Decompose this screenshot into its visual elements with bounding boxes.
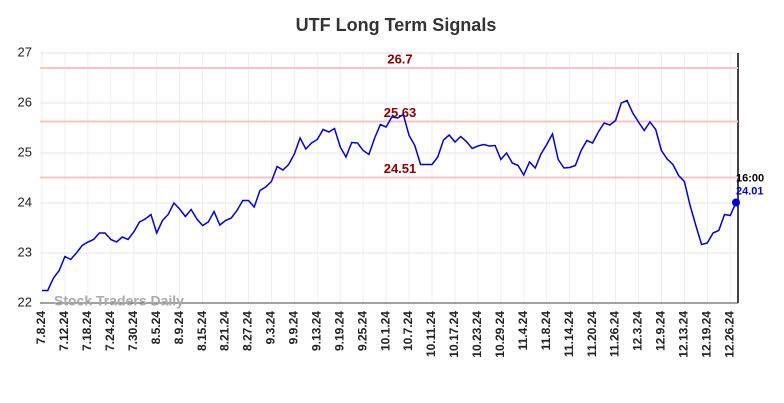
x-tick-label: 8.21.24 [218,311,232,351]
x-tick-label: 12.3.24 [631,311,645,351]
x-tick-label: 11.14.24 [562,311,576,357]
x-tick-label: 12.9.24 [654,311,668,351]
x-tick-label: 8.9.24 [172,311,186,345]
x-tick-label: 10.7.24 [401,311,415,351]
x-tick-label: 8.27.24 [241,311,255,351]
x-tick-label: 12.19.24 [699,311,713,358]
x-tick-label: 11.26.24 [608,311,622,357]
x-tick-label: 12.13.24 [677,311,691,358]
y-tick-label: 27 [18,44,32,59]
x-tick-label: 12.26.24 [722,311,736,358]
signal-label: 24.51 [384,161,417,176]
y-tick-label: 26 [18,94,32,109]
y-tick-label: 24 [18,194,32,209]
x-tick-label: 9.19.24 [332,311,346,351]
x-tick-label: 9.9.24 [287,311,301,345]
y-tick-label: 25 [18,144,32,159]
x-tick-label: 11.20.24 [585,311,599,357]
x-tick-label: 7.24.24 [103,311,117,351]
chart-title: UTF Long Term Signals [296,15,497,35]
y-tick-label: 23 [18,244,32,259]
x-tick-label: 10.29.24 [493,311,507,358]
x-tick-label: 7.8.24 [34,311,48,345]
x-tick-label: 8.15.24 [195,311,209,351]
x-tick-label: 10.1.24 [378,311,392,351]
x-tick-label: 8.5.24 [149,311,163,345]
signal-label: 26.7 [387,51,412,66]
last-point [732,198,740,207]
x-tick-label: 7.18.24 [80,311,94,351]
x-tick-label: 9.25.24 [355,311,369,351]
x-tick-label: 9.13.24 [309,311,323,351]
x-tick-label: 10.11.24 [424,311,438,357]
x-tick-label: 7.12.24 [57,311,71,351]
x-tick-label: 11.4.24 [516,311,530,351]
x-tick-label: 9.3.24 [264,311,278,345]
watermark: Stock Traders Daily [54,293,184,309]
x-tick-label: 11.8.24 [539,311,553,351]
last-time: 16:00 [736,172,764,184]
x-tick-label: 10.23.24 [470,311,484,358]
price-line [42,99,737,292]
last-value: 24.01 [736,185,764,197]
x-tick-label: 7.30.24 [126,311,140,351]
x-tick-label: 10.17.24 [447,311,461,358]
signal-label: 25.63 [384,105,417,120]
y-tick-label: 22 [18,294,32,309]
